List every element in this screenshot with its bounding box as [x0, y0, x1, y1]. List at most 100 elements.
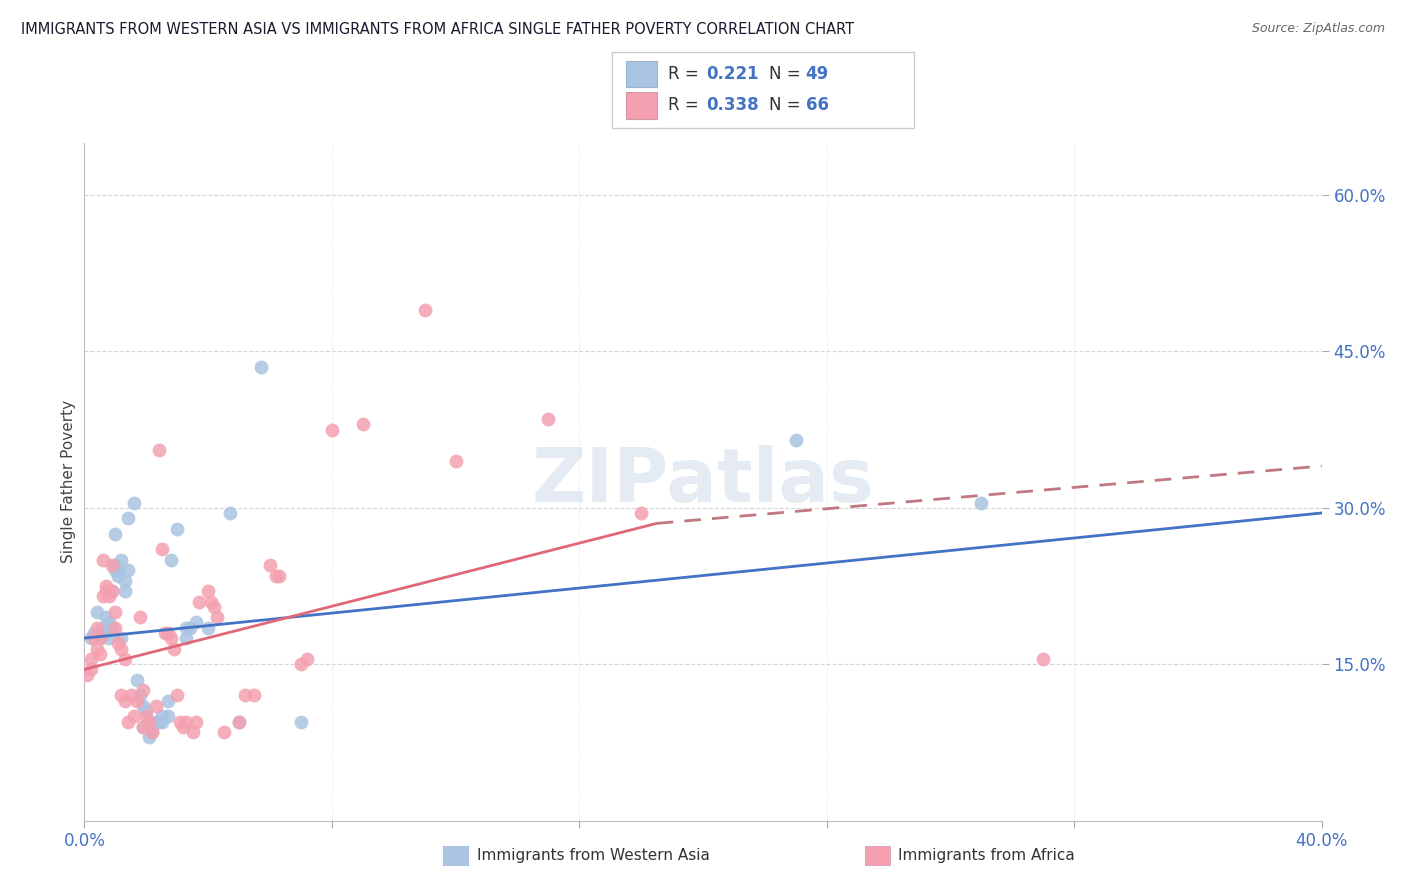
- Point: [218, 506, 240, 520]
- Point: [114, 652, 136, 666]
- Point: [202, 599, 225, 614]
- Text: IMMIGRANTS FROM WESTERN ASIA VS IMMIGRANTS FROM AFRICA SINGLE FATHER POVERTY COR: IMMIGRANTS FROM WESTERN ASIA VS IMMIGRAN…: [21, 22, 855, 37]
- Text: 66: 66: [806, 96, 828, 114]
- Point: [163, 641, 186, 656]
- Point: [184, 714, 207, 729]
- Point: [295, 652, 318, 666]
- Point: [101, 584, 124, 599]
- Point: [321, 423, 343, 437]
- Point: [785, 433, 807, 447]
- Point: [150, 542, 173, 557]
- Point: [264, 568, 287, 582]
- Point: [89, 631, 111, 645]
- Point: [259, 558, 281, 573]
- Point: [176, 714, 198, 729]
- Point: [104, 558, 127, 573]
- Point: [212, 725, 235, 739]
- Point: [138, 714, 160, 729]
- Text: N =: N =: [769, 65, 806, 83]
- Point: [290, 657, 312, 672]
- Point: [104, 621, 127, 635]
- Point: [145, 698, 167, 713]
- Text: R =: R =: [668, 96, 704, 114]
- Point: [160, 631, 183, 645]
- Point: [114, 574, 136, 588]
- Point: [86, 605, 108, 619]
- Point: [125, 673, 148, 687]
- Point: [156, 694, 179, 708]
- Text: Immigrants from Western Asia: Immigrants from Western Asia: [477, 848, 710, 863]
- Point: [117, 563, 139, 577]
- Point: [1032, 652, 1054, 666]
- Text: ZIPatlas: ZIPatlas: [531, 445, 875, 518]
- Point: [352, 417, 374, 432]
- Point: [98, 631, 121, 645]
- Point: [101, 621, 124, 635]
- Point: [107, 636, 129, 650]
- Point: [76, 667, 98, 681]
- Point: [444, 454, 467, 468]
- Point: [94, 610, 117, 624]
- Point: [166, 689, 188, 703]
- Text: Source: ZipAtlas.com: Source: ZipAtlas.com: [1251, 22, 1385, 36]
- Point: [135, 709, 157, 723]
- Point: [98, 615, 121, 630]
- Point: [413, 302, 436, 317]
- Point: [107, 563, 129, 577]
- Point: [150, 714, 173, 729]
- Point: [89, 631, 111, 645]
- Point: [122, 709, 145, 723]
- Point: [132, 720, 155, 734]
- Point: [176, 631, 198, 645]
- Point: [181, 725, 204, 739]
- Point: [160, 553, 183, 567]
- Point: [89, 647, 111, 661]
- Point: [132, 683, 155, 698]
- Point: [117, 511, 139, 525]
- Point: [135, 704, 157, 718]
- Point: [83, 626, 105, 640]
- Point: [91, 621, 114, 635]
- Text: 0.338: 0.338: [706, 96, 758, 114]
- Point: [187, 594, 209, 608]
- Point: [145, 714, 167, 729]
- Point: [114, 584, 136, 599]
- Point: [630, 506, 652, 520]
- Point: [197, 621, 219, 635]
- Text: N =: N =: [769, 96, 806, 114]
- Text: 0.221: 0.221: [706, 65, 758, 83]
- Point: [156, 626, 179, 640]
- Point: [176, 621, 198, 635]
- Point: [129, 689, 152, 703]
- Text: Immigrants from Africa: Immigrants from Africa: [898, 848, 1076, 863]
- Point: [91, 590, 114, 604]
- Point: [101, 584, 124, 599]
- Point: [169, 714, 191, 729]
- Point: [94, 626, 117, 640]
- Point: [79, 662, 101, 676]
- Point: [125, 694, 148, 708]
- Point: [249, 359, 271, 374]
- Point: [207, 610, 229, 624]
- Point: [141, 725, 163, 739]
- Point: [110, 689, 132, 703]
- Point: [970, 495, 993, 509]
- Point: [132, 698, 155, 713]
- Point: [79, 652, 101, 666]
- Point: [269, 568, 291, 582]
- Point: [156, 709, 179, 723]
- Point: [91, 553, 114, 567]
- Point: [148, 443, 170, 458]
- Point: [117, 714, 139, 729]
- Point: [148, 714, 170, 729]
- Point: [86, 621, 108, 635]
- Point: [83, 631, 105, 645]
- Point: [110, 631, 132, 645]
- Point: [243, 689, 266, 703]
- Point: [104, 526, 127, 541]
- Point: [184, 615, 207, 630]
- Point: [114, 694, 136, 708]
- Point: [94, 579, 117, 593]
- Point: [110, 553, 132, 567]
- Point: [290, 714, 312, 729]
